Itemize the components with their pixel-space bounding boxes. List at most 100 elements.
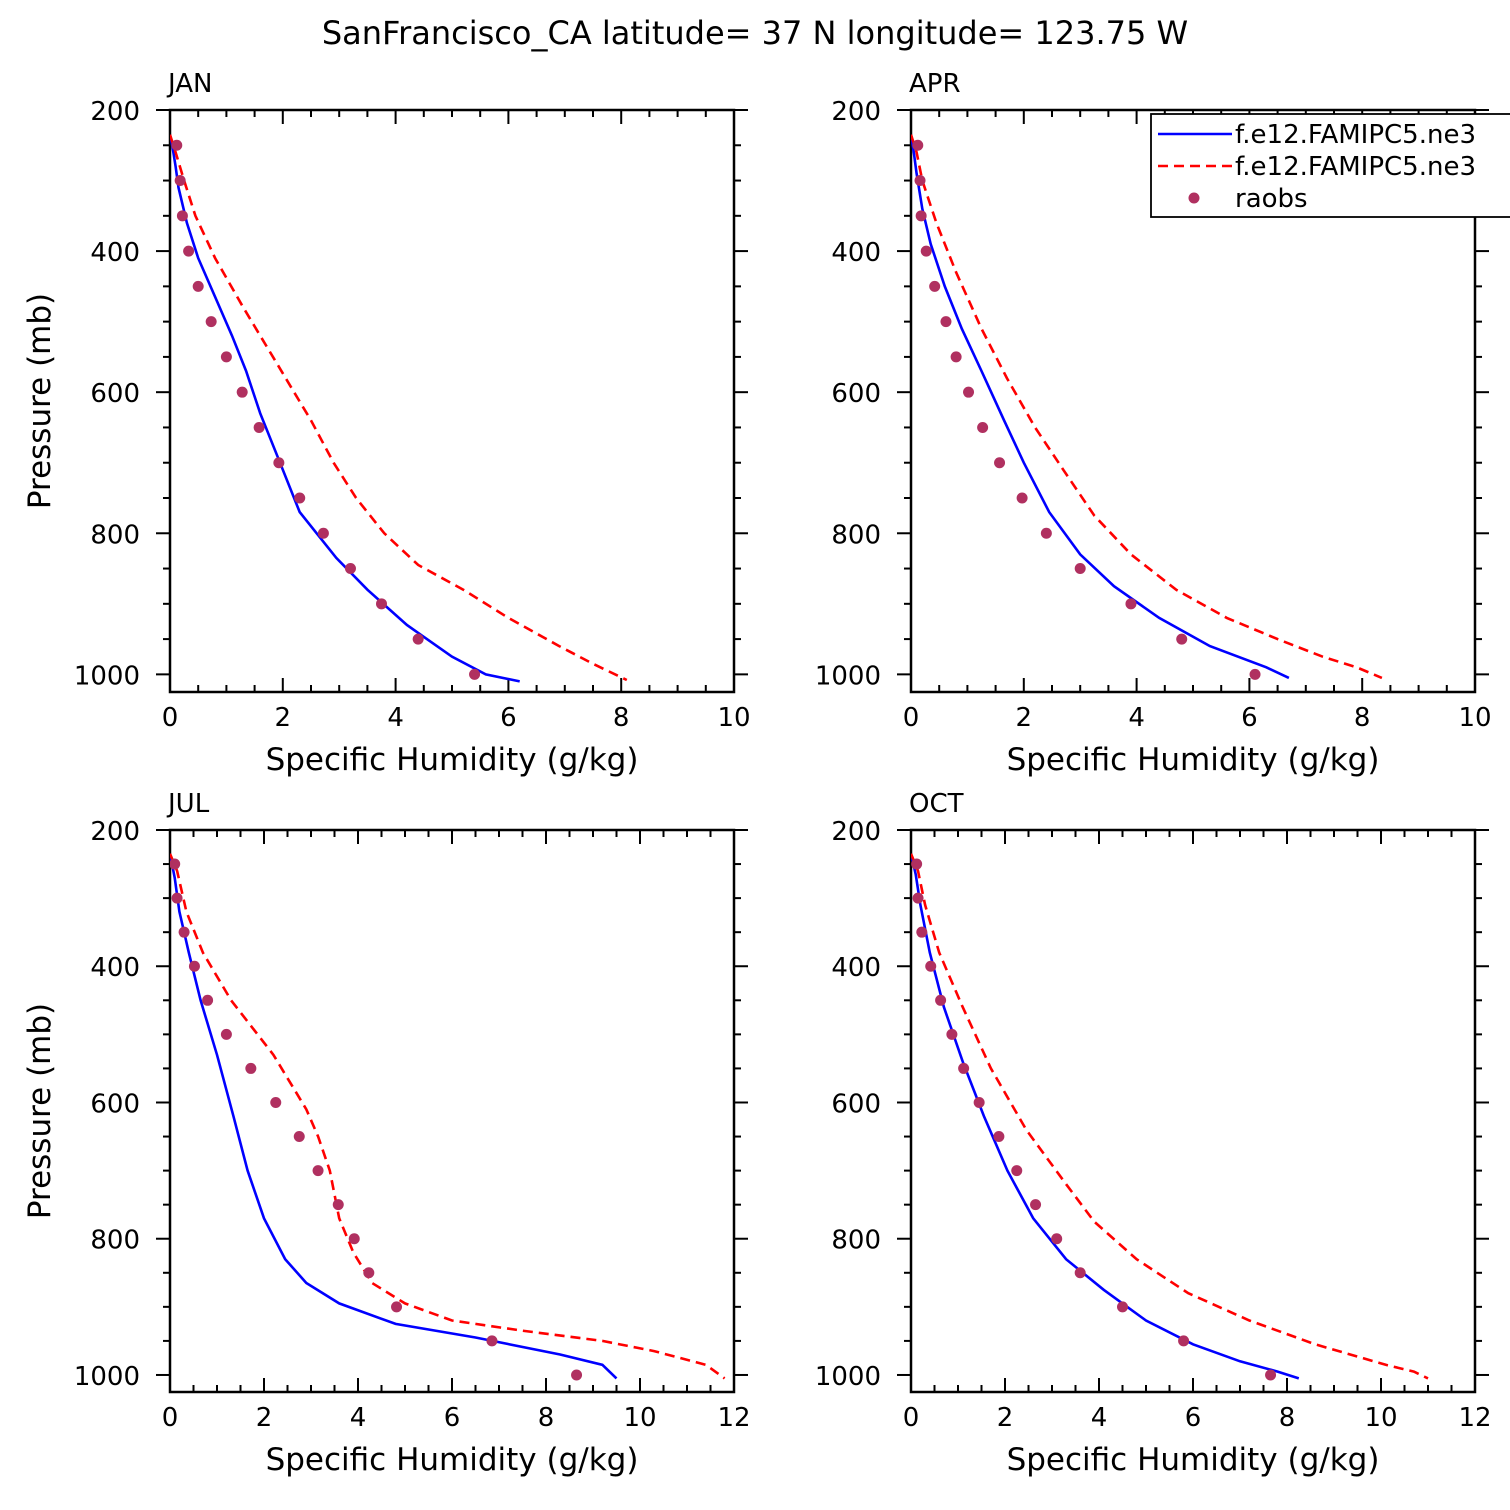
x-tick-label: 8 xyxy=(613,703,630,733)
figure-title: SanFrancisco_CA latitude= 37 N longitude… xyxy=(322,14,1188,52)
y-tick-label: 800 xyxy=(831,520,881,550)
obs-point xyxy=(220,351,232,363)
obs-point xyxy=(273,457,285,469)
obs-point xyxy=(1178,1335,1190,1347)
model-solid-line xyxy=(911,853,1300,1380)
obs-point xyxy=(245,1062,257,1074)
y-tick-label: 200 xyxy=(831,817,881,847)
x-tick-label: 4 xyxy=(387,703,404,733)
obs-point xyxy=(973,1096,985,1108)
panel-jul: 0 2 4 6 8 10 12 200 400 600 800 1000 JUL Specific Hum… xyxy=(22,789,751,1478)
obs-point xyxy=(332,1199,344,1211)
obs-point xyxy=(1117,1301,1128,1313)
obs-point xyxy=(317,527,329,539)
y-axis-label: Pressure (mb) xyxy=(22,293,58,509)
x-tick-label: 2 xyxy=(997,1403,1014,1433)
x-tick-label: 8 xyxy=(1354,703,1371,733)
y-tick-label: 200 xyxy=(90,817,140,847)
x-tick-label: 2 xyxy=(275,703,292,733)
obs-point xyxy=(171,139,183,151)
x-tick-label: 10 xyxy=(1458,703,1491,733)
model-solid-line xyxy=(170,853,618,1380)
x-tick-label: 0 xyxy=(903,1403,920,1433)
obs-point xyxy=(176,210,188,222)
obs-point xyxy=(994,457,1006,469)
x-tick-label: 6 xyxy=(500,703,517,733)
x-tick-label: 2 xyxy=(256,1403,273,1433)
legend-label: f.e12.FAMIPC5.ne3 xyxy=(1235,152,1476,182)
obs-point xyxy=(253,421,265,433)
legend-marker xyxy=(1188,192,1200,204)
series-group xyxy=(170,853,726,1381)
y-tick-label: 200 xyxy=(831,97,881,127)
series-group xyxy=(911,853,1429,1381)
obs-point xyxy=(312,1165,324,1177)
obs-point xyxy=(270,1096,282,1108)
obs-point xyxy=(1011,1165,1023,1177)
x-tick-label: 6 xyxy=(1185,1403,1202,1433)
obs-point xyxy=(344,563,356,575)
obs-point xyxy=(178,926,190,938)
obs-point xyxy=(993,1131,1005,1143)
obs-point xyxy=(1040,527,1052,539)
obs-point xyxy=(363,1267,375,1279)
y-tick-label: 400 xyxy=(90,953,140,983)
obs-point xyxy=(1030,1199,1042,1211)
y-tick-label: 600 xyxy=(90,1089,140,1119)
panel-jan: 0 2 4 6 8 10 200 400 600 800 1000 JAN Specific Humid… xyxy=(22,69,751,778)
x-tick-label: 10 xyxy=(623,1403,656,1433)
series-group xyxy=(170,134,628,683)
model-dashed-line xyxy=(170,134,628,682)
y-tick-label: 200 xyxy=(90,97,140,127)
model-solid-line xyxy=(170,134,520,683)
x-tick-label: 12 xyxy=(717,1403,750,1433)
obs-point xyxy=(376,598,387,610)
obs-point xyxy=(950,351,962,363)
obs-point xyxy=(946,1028,958,1040)
x-tick-label: 10 xyxy=(717,703,750,733)
obs-point xyxy=(294,492,306,504)
y-tick-label: 400 xyxy=(831,953,881,983)
obs-point xyxy=(1074,563,1086,575)
obs-point xyxy=(188,960,200,972)
y-tick-label: 1000 xyxy=(74,1362,140,1392)
obs-point xyxy=(912,139,924,151)
x-tick-label: 6 xyxy=(444,1403,461,1433)
obs-point xyxy=(1176,633,1188,645)
obs-point xyxy=(192,280,204,292)
obs-point xyxy=(412,633,424,645)
x-tick-label: 6 xyxy=(1241,703,1258,733)
obs-point xyxy=(977,421,989,433)
obs-point xyxy=(183,245,195,257)
x-tick-label: 4 xyxy=(350,1403,367,1433)
y-tick-label: 800 xyxy=(90,1226,140,1256)
y-tick-label: 800 xyxy=(831,1226,881,1256)
obs-point xyxy=(911,858,923,870)
obs-point xyxy=(486,1335,498,1347)
obs-point xyxy=(935,994,947,1006)
obs-point xyxy=(958,1062,970,1074)
plot-frame xyxy=(909,828,1477,1394)
x-tick-label: 10 xyxy=(1364,1403,1397,1433)
x-tick-label: 0 xyxy=(903,703,920,733)
obs-point xyxy=(391,1301,403,1313)
y-axis-label: Pressure (mb) xyxy=(22,1003,58,1219)
model-dashed-line xyxy=(170,853,726,1380)
obs-point xyxy=(963,386,975,398)
panel-label: JUL xyxy=(166,789,210,819)
x-tick-label: 0 xyxy=(162,1403,179,1433)
obs-point xyxy=(914,175,926,187)
x-tick-label: 8 xyxy=(538,1403,555,1433)
model-solid-line xyxy=(911,134,1290,680)
y-tick-label: 600 xyxy=(90,379,140,409)
obs-point xyxy=(916,926,928,938)
model-dashed-line xyxy=(911,134,1383,680)
plot-frame xyxy=(168,828,736,1394)
x-tick-label: 4 xyxy=(1091,1403,1108,1433)
plot-frame xyxy=(168,108,736,694)
y-tick-label: 800 xyxy=(90,520,140,550)
model-dashed-line xyxy=(911,853,1429,1380)
